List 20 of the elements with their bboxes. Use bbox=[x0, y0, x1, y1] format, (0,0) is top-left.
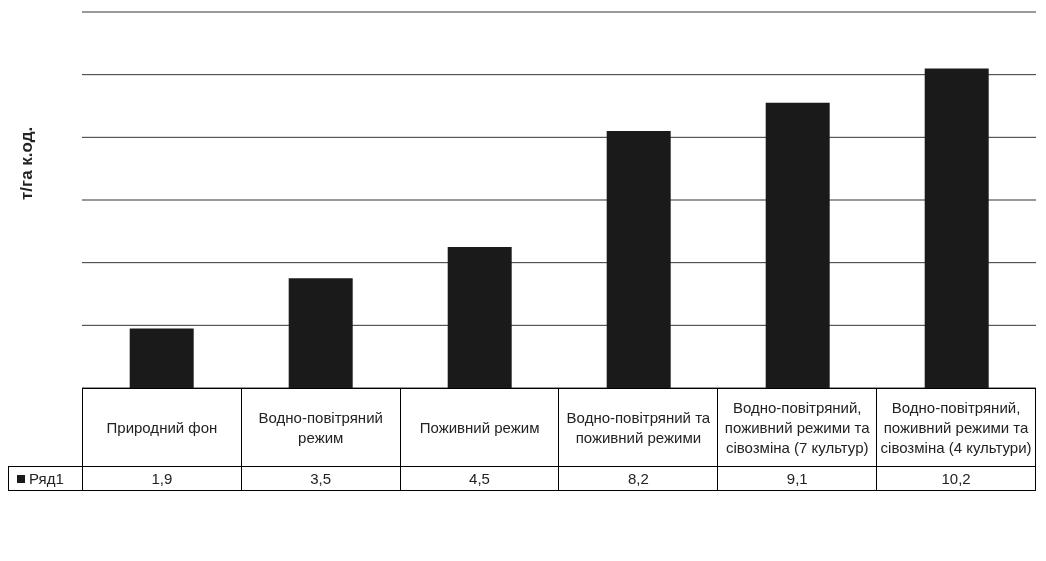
legend-label: Ряд1 bbox=[29, 470, 64, 487]
bar bbox=[924, 68, 989, 388]
x-tick-label: Водно-повітряний режим bbox=[240, 389, 400, 466]
x-tick-label: Водно-повітряний, поживний режими та сівозміна (7 культур) bbox=[717, 389, 877, 466]
bar bbox=[447, 247, 512, 388]
x-tick-label: Природний фон bbox=[82, 389, 241, 466]
data-label: 9,1 bbox=[717, 467, 877, 490]
data-label: 8,2 bbox=[558, 467, 718, 490]
bar bbox=[606, 131, 671, 388]
data-label: 1,9 bbox=[81, 467, 241, 490]
x-tick-label: Водно-повітряний, поживний режими та сівозміна (4 культури) bbox=[876, 389, 1035, 466]
bar bbox=[765, 102, 830, 388]
bar bbox=[129, 328, 194, 388]
data-label: 10,2 bbox=[876, 467, 1035, 490]
x-tick-label: Поживний режим bbox=[399, 389, 559, 466]
data-label: 3,5 bbox=[240, 467, 400, 490]
y-axis-title: т/га к.од. bbox=[17, 126, 37, 200]
x-tick-label: Водно-повітряний та поживний режими bbox=[558, 389, 718, 466]
bar bbox=[288, 278, 353, 388]
data-label: 4,5 bbox=[399, 467, 559, 490]
